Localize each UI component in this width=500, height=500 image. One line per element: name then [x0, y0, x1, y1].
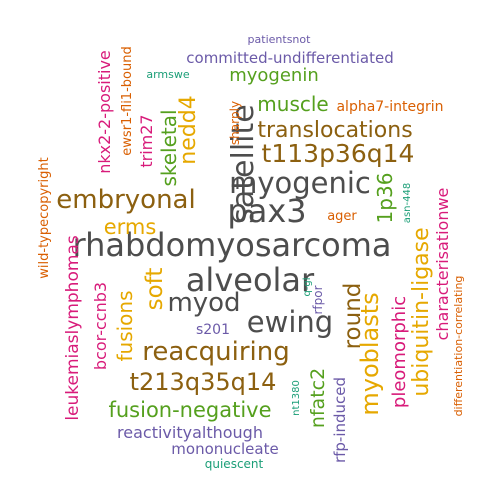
word-skeletal: skeletal — [157, 109, 181, 186]
word-myod: myod — [167, 288, 240, 318]
word-fusion-negative: fusion-negative — [108, 398, 271, 422]
word-mononucleate: mononucleate — [171, 440, 278, 458]
word-t113p36q14: t113p36q14 — [262, 139, 415, 168]
word-bcor-ccnb3: bcor-ccnb3 — [91, 282, 110, 370]
word-ewsr1-fli1-bound: ewsr1-fli1-bound — [120, 46, 135, 155]
word-myogenin: myogenin — [229, 65, 319, 86]
word-t213q35q14: t213q35q14 — [130, 368, 277, 396]
word-soft: soft — [142, 268, 168, 311]
word-rfp-induced: rfp-induced — [331, 377, 349, 463]
word-alpha7-integrin: alpha7-integrin — [336, 99, 443, 115]
word-wild-typecopyright: wild-typecopyright — [37, 157, 52, 278]
word-ager: ager — [327, 209, 357, 224]
word-nedd4: nedd4 — [176, 95, 201, 164]
word-rfpor: rfpor — [311, 285, 325, 314]
word-round: round — [340, 283, 366, 350]
word-myogenic: myogenic — [229, 166, 371, 200]
word-q-gl: q-gl — [302, 277, 313, 296]
word-translocations: translocations — [257, 118, 412, 143]
word-trim27: trim27 — [137, 114, 156, 167]
word-ewing: ewing — [247, 305, 333, 339]
word-patientsnot: patientsnot — [248, 33, 312, 46]
word-nkx2-2-positive: nkx2-2-positive — [95, 50, 114, 174]
word-alveolar: alveolar — [186, 261, 315, 299]
word-satellite: satellite — [226, 104, 261, 223]
word-myoblasts: myoblasts — [356, 292, 384, 415]
word-differentiation-correlating: differentiation-correlating — [452, 276, 465, 417]
word-nfatc2: nfatc2 — [307, 368, 329, 428]
word-armswe: armswe — [146, 68, 190, 81]
word-embryonal: embryonal — [56, 185, 195, 215]
word-nt1380: nt1380 — [291, 380, 302, 416]
word-leukemiaslymphomas: leukemiaslymphomas — [63, 235, 83, 420]
word-rhabdomyosarcoma: rhabdomyosarcoma — [72, 226, 391, 264]
word-pleomorphic: pleomorphic — [389, 296, 410, 408]
word-characterisationwe: characterisationwe — [433, 188, 452, 341]
word-ubiquitin-ligase: ubiquitin-ligase — [409, 227, 434, 396]
word-1p36: 1p36 — [373, 173, 397, 224]
word-fusions: fusions — [113, 290, 137, 361]
word-reacquiring: reacquiring — [142, 337, 289, 367]
word-erms: erms — [104, 215, 157, 239]
word-committed-undifferentiated: committed-undifferentiated — [186, 49, 393, 67]
word-pax3: pax3 — [227, 192, 306, 230]
word-reactivityalthough: reactivityalthough — [117, 423, 263, 442]
word-sharply: sharply — [228, 101, 242, 145]
word-asn-448: asn-448 — [402, 183, 413, 223]
word-s201: s201 — [196, 322, 230, 338]
word-quiescent: quiescent — [205, 457, 264, 471]
word-muscle: muscle — [257, 92, 328, 116]
